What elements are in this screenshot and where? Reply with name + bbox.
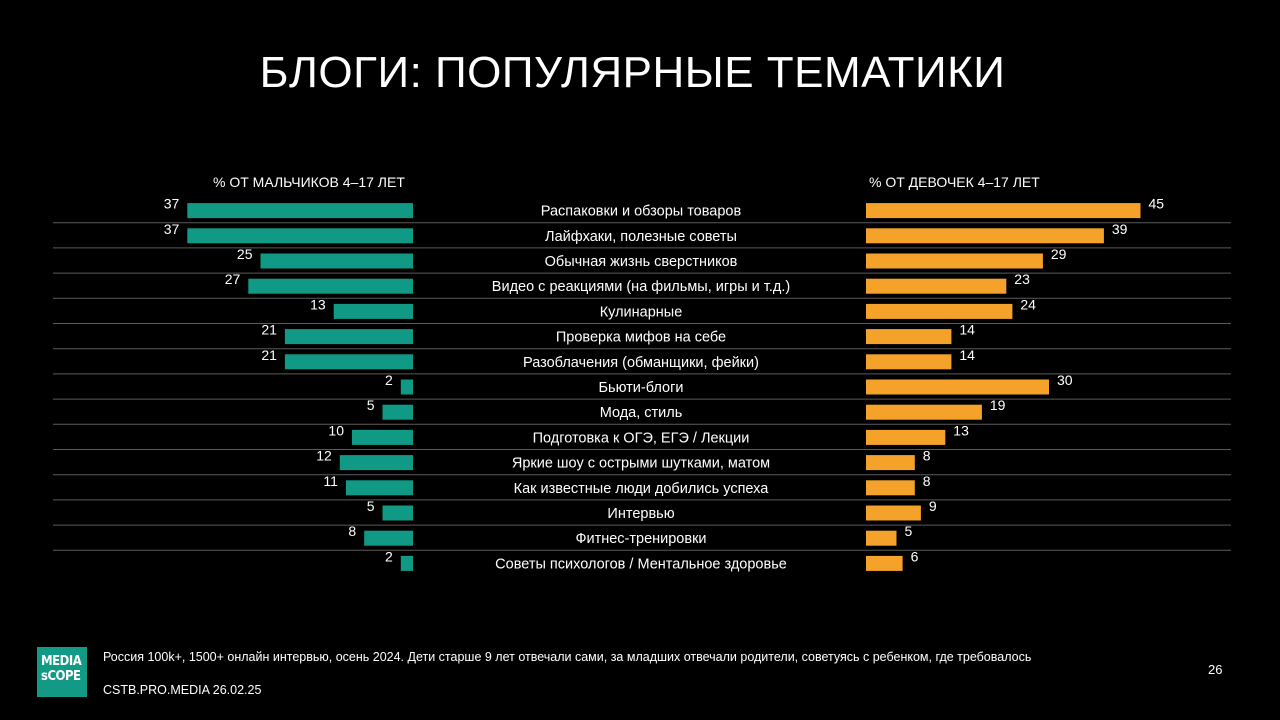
boys-bar [364, 530, 413, 546]
boys-value-label: 11 [323, 473, 338, 489]
category-label: Разоблачения (обманщики, фейки) [523, 355, 759, 371]
girls-value-label: 29 [1051, 246, 1067, 262]
boys-value-label: 5 [367, 498, 375, 514]
boys-value-label: 2 [385, 548, 393, 564]
boys-bar [333, 303, 413, 319]
girls-value-label: 8 [923, 473, 931, 489]
logo-line-2: sCOPE [41, 669, 81, 684]
boys-value-label: 21 [261, 347, 277, 363]
boys-value-label: 13 [310, 296, 326, 312]
girls-value-label: 30 [1057, 372, 1073, 388]
butterfly-bar-chart: 37 45 Распаковки и обзоры товаров 37 39 Лайфх… [53, 196, 1231, 572]
girls-column-header: % ОТ ДЕВОЧЕК 4–17 ЛЕТ [869, 174, 1040, 190]
boys-value-label: 21 [261, 322, 277, 338]
boys-value-label: 25 [237, 246, 253, 262]
girls-value-label: 5 [905, 523, 913, 539]
category-label: Мода, стиль [600, 405, 683, 421]
page-number: 26 [1208, 662, 1223, 677]
page-title: БЛОГИ: ПОПУЛЯРНЫЕ ТЕМАТИКИ [259, 48, 1006, 97]
girls-value-label: 14 [959, 347, 975, 363]
boys-value-label: 10 [328, 422, 344, 438]
category-label: Яркие шоу с острыми шутками, матом [512, 456, 770, 472]
boys-bar [187, 203, 413, 219]
category-label: Фитнес-тренировки [575, 531, 706, 547]
boys-bar [187, 228, 413, 244]
boys-bar [260, 253, 413, 269]
girls-value-label: 39 [1112, 221, 1128, 237]
girls-value-label: 45 [1149, 196, 1165, 212]
mediascope-logo: MEDIA sCOPE [37, 647, 87, 697]
girls-bar [866, 253, 1043, 269]
girls-bar [866, 303, 1013, 319]
boys-value-label: 27 [225, 271, 241, 287]
category-label: Видео с реакциями (на фильмы, игры и т.д… [492, 279, 790, 295]
boys-bar [345, 480, 413, 496]
girls-bar [866, 379, 1049, 395]
boys-bar [400, 555, 413, 571]
boys-bar [284, 329, 413, 345]
girls-value-label: 13 [953, 422, 969, 438]
category-label: Проверка мифов на себе [556, 330, 726, 346]
girls-bar [866, 404, 982, 420]
boys-bar [382, 404, 413, 420]
girls-bar [866, 228, 1104, 244]
girls-value-label: 23 [1014, 271, 1030, 287]
boys-value-label: 5 [367, 397, 375, 413]
boys-bar [284, 354, 413, 370]
girls-bar [866, 329, 952, 345]
girls-value-label: 8 [923, 448, 931, 464]
boys-value-label: 12 [316, 448, 332, 464]
category-label: Советы психологов / Ментальное здоровье [495, 556, 787, 572]
girls-value-label: 9 [929, 498, 937, 514]
girls-value-label: 14 [959, 322, 975, 338]
girls-bar [866, 203, 1141, 219]
girls-bar [866, 354, 952, 370]
girls-bar [866, 278, 1007, 294]
girls-bar [866, 480, 915, 496]
category-label: Кулинарные [600, 304, 683, 320]
boys-value-label: 37 [164, 221, 180, 237]
boys-value-label: 8 [348, 523, 356, 539]
category-label: Распаковки и обзоры товаров [541, 204, 742, 220]
girls-value-label: 24 [1020, 296, 1036, 312]
logo-line-1: MEDIA [41, 654, 82, 669]
category-label: Интервью [607, 506, 674, 522]
boys-bar [382, 505, 413, 521]
boys-bar [248, 278, 413, 294]
girls-bar [866, 455, 915, 471]
girls-value-label: 6 [911, 548, 919, 564]
girls-value-label: 19 [990, 397, 1006, 413]
girls-bar [866, 530, 897, 546]
category-label: Как известные люди добились успеха [514, 481, 770, 497]
boys-bar [352, 429, 413, 445]
boys-column-header: % ОТ МАЛЬЧИКОВ 4–17 ЛЕТ [213, 174, 405, 190]
category-label: Подготовка к ОГЭ, ЕГЭ / Лекции [533, 430, 750, 446]
girls-bar [866, 555, 903, 571]
boys-bar [400, 379, 413, 395]
girls-bar [866, 505, 921, 521]
category-label: Лайфхаки, полезные советы [545, 229, 737, 245]
boys-value-label: 2 [385, 372, 393, 388]
girls-bar [866, 429, 946, 445]
boys-value-label: 37 [164, 196, 180, 212]
category-label: Бьюти-блоги [599, 380, 684, 396]
category-label: Обычная жизнь сверстников [545, 254, 738, 270]
source-label: CSTB.PRO.MEDIA 26.02.25 [103, 683, 262, 697]
methodology-note: Россия 100k+, 1500+ онлайн интервью, осе… [103, 650, 1032, 664]
boys-bar [339, 455, 413, 471]
